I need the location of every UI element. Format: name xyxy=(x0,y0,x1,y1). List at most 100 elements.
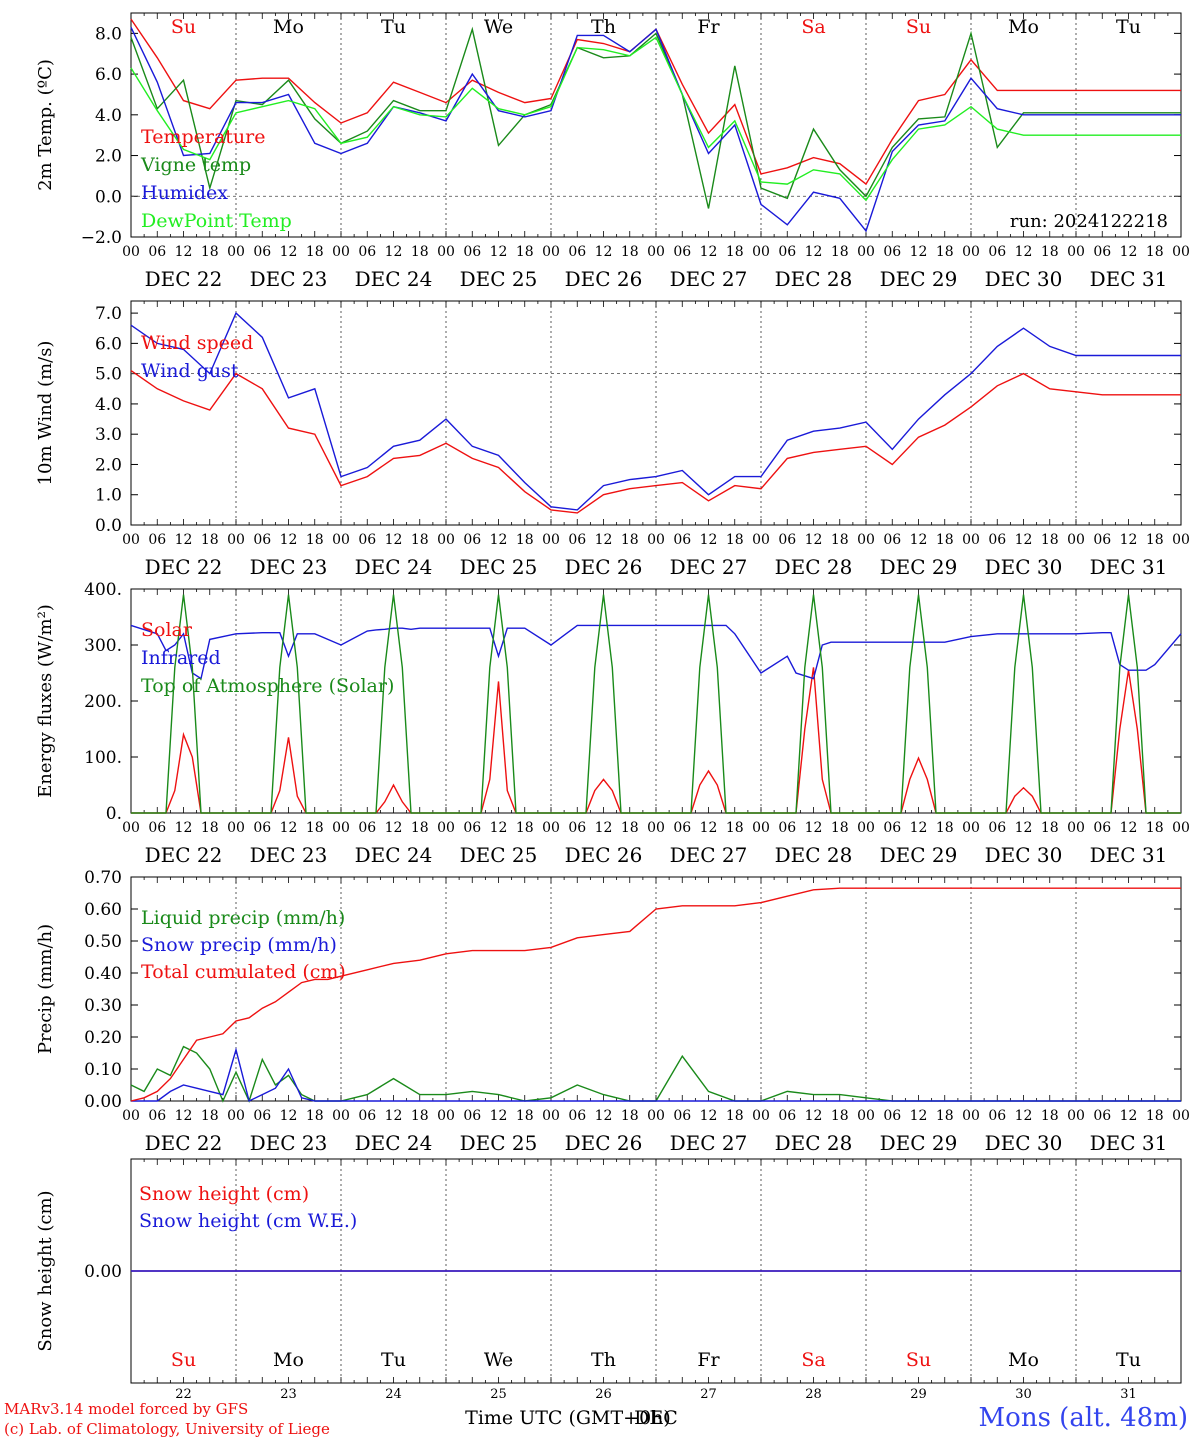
x-hour-label: 12 xyxy=(1120,532,1138,548)
x-hour-label: 12 xyxy=(1120,1108,1138,1124)
x-hour-label: 18 xyxy=(1041,244,1059,260)
y-tick-label: 1.0 xyxy=(95,486,122,506)
x-hour-label: 00 xyxy=(1172,244,1190,260)
x-hour-label: 12 xyxy=(910,820,928,836)
legend-entry: Snow height (cm) xyxy=(139,1183,309,1205)
x-hour-label: 06 xyxy=(148,1108,166,1124)
station-label: Mons (alt. 48m) xyxy=(979,1403,1188,1433)
x-hour-label: 06 xyxy=(148,532,166,548)
x-date-label: DEC 24 xyxy=(355,1131,433,1155)
y-tick-label: 100. xyxy=(84,748,122,768)
x-date-label: DEC 22 xyxy=(145,1131,223,1155)
x-hour-label: 18 xyxy=(936,532,954,548)
y-tick-label: 4.0 xyxy=(95,106,122,126)
x-hour-label: 18 xyxy=(726,820,744,836)
x-hour-label: 06 xyxy=(568,1108,586,1124)
x-hour-label: 06 xyxy=(358,820,376,836)
series-line-wind-speed xyxy=(130,370,1181,514)
x-hour-label: 12 xyxy=(280,244,298,260)
x-hour-label: 06 xyxy=(883,244,901,260)
weekday-label: Mo xyxy=(1008,16,1039,38)
x-hour-label: 12 xyxy=(280,1108,298,1124)
day-number-label: 22 xyxy=(175,1387,192,1402)
x-date-label: DEC 27 xyxy=(670,843,748,867)
x-hour-label: 12 xyxy=(490,244,508,260)
x-date-label: DEC 24 xyxy=(355,843,433,867)
x-date-label: DEC 22 xyxy=(145,267,223,291)
x-date-label: DEC 31 xyxy=(1090,843,1168,867)
x-date-label: DEC 29 xyxy=(880,555,958,579)
weekday-label: Sa xyxy=(801,1349,825,1371)
run-label: run: 2024122218 xyxy=(1010,211,1168,232)
x-hour-label: 12 xyxy=(595,820,613,836)
x-hour-label: 12 xyxy=(700,532,718,548)
x-hour-label: 18 xyxy=(936,820,954,836)
panel-precip: 0.00 0.10 0.20 0.30 0.40 0.50 0.60 0.70 Precip (… xyxy=(35,868,1190,1155)
x-hour-label: 12 xyxy=(805,532,823,548)
day-number-label: 27 xyxy=(700,1387,717,1402)
legend-entry: Snow precip (mm/h) xyxy=(141,934,337,956)
day-number-label: 29 xyxy=(910,1387,927,1402)
x-date-label: DEC 24 xyxy=(355,267,433,291)
x-date-label: DEC 26 xyxy=(565,843,643,867)
x-date-label: DEC 22 xyxy=(145,843,223,867)
x-hour-label: 00 xyxy=(122,532,140,548)
x-hour-label: 18 xyxy=(726,1108,744,1124)
y-tick-label: 6.0 xyxy=(95,334,122,354)
weekday-label: Mo xyxy=(1008,1349,1039,1371)
y-tick-label: 4.0 xyxy=(95,395,122,415)
x-date-label: DEC 30 xyxy=(985,1131,1063,1155)
x-hour-label: 18 xyxy=(201,532,219,548)
x-hour-label: 06 xyxy=(463,244,481,260)
y-tick-label: −2.0 xyxy=(81,228,122,248)
copyright-credit: (c) Lab. of Climatology, University of L… xyxy=(4,1420,330,1438)
x-hour-label: 18 xyxy=(306,532,324,548)
series-line-snow-precip-mm-h- xyxy=(131,1047,1181,1103)
x-hour-label: 18 xyxy=(1041,1108,1059,1124)
x-date-label: DEC 25 xyxy=(460,1131,538,1155)
x-hour-label: 00 xyxy=(542,244,560,260)
legend-entry: Temperature xyxy=(141,126,265,148)
x-date-label: DEC 27 xyxy=(670,555,748,579)
series-line-total-cumulated-cm- xyxy=(130,887,1181,1102)
x-hour-label: 00 xyxy=(1067,244,1085,260)
x-hour-label: 00 xyxy=(1067,820,1085,836)
y-tick-label: 0.50 xyxy=(84,932,122,952)
y-tick-label: 0.70 xyxy=(84,868,122,888)
x-hour-label: 06 xyxy=(778,532,796,548)
x-date-label: DEC 31 xyxy=(1090,555,1168,579)
weekday-label: Tu xyxy=(1116,16,1141,38)
x-hour-label: 18 xyxy=(936,244,954,260)
x-date-label: DEC 29 xyxy=(880,843,958,867)
x-hour-label: 12 xyxy=(385,820,403,836)
x-date-label: DEC 23 xyxy=(250,555,328,579)
x-hour-label: 18 xyxy=(831,1108,849,1124)
y-tick-label: 2.0 xyxy=(95,455,122,475)
x-hour-label: 00 xyxy=(962,532,980,548)
series-line-humidex xyxy=(130,26,1181,233)
x-hour-label: 00 xyxy=(962,244,980,260)
x-date-label: DEC 23 xyxy=(250,843,328,867)
x-hour-label: 00 xyxy=(332,532,350,548)
y-tick-label: 0.30 xyxy=(84,996,122,1016)
x-hour-label: 18 xyxy=(726,532,744,548)
x-hour-label: 18 xyxy=(306,1108,324,1124)
weekday-label: Th xyxy=(591,1349,616,1371)
x-hour-label: 06 xyxy=(568,820,586,836)
legend-entry: Total cumulated (cm) xyxy=(141,961,346,983)
x-hour-label: 12 xyxy=(700,820,718,836)
x-hour-label: 06 xyxy=(568,244,586,260)
x-hour-label: 06 xyxy=(883,1108,901,1124)
x-hour-label: 00 xyxy=(122,1108,140,1124)
x-hour-label: 12 xyxy=(385,244,403,260)
x-hour-label: 18 xyxy=(516,532,534,548)
y-tick-label: 0.00 xyxy=(84,1092,122,1112)
x-hour-label: 00 xyxy=(437,1108,455,1124)
weekday-label: Tu xyxy=(1116,1349,1141,1371)
x-hour-label: 12 xyxy=(910,1108,928,1124)
x-hour-label: 06 xyxy=(148,820,166,836)
x-hour-label: 12 xyxy=(175,244,193,260)
legend-entry: Liquid precip (mm/h) xyxy=(141,907,345,929)
x-hour-label: 18 xyxy=(831,532,849,548)
